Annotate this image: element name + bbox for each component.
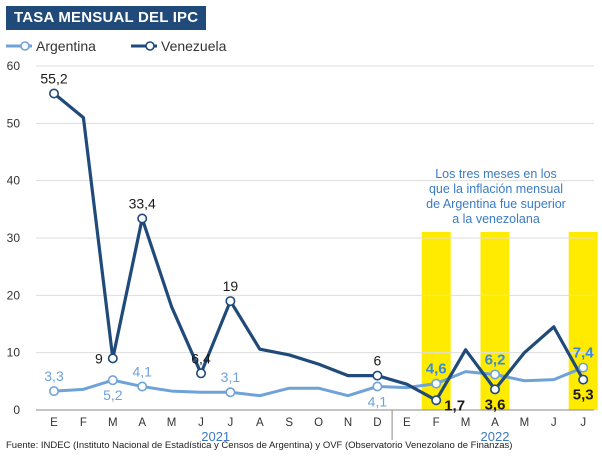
chart-title: TASA MENSUAL DEL IPC [6, 6, 207, 30]
data-point-argentina [137, 381, 148, 392]
x-tick-label: J [198, 417, 204, 429]
x-tick-label: D [373, 417, 381, 429]
data-label-venezuela: 6,4 [191, 350, 211, 366]
x-tick-label: S [285, 417, 293, 429]
data-label-argentina: 6,2 [485, 351, 506, 368]
annotation-line: de Argentina fue superior [426, 197, 566, 211]
x-tick-label: J [551, 417, 557, 429]
data-point-argentina [48, 386, 59, 397]
data-point-venezuela [372, 370, 383, 381]
data-label-venezuela: 3,6 [485, 396, 506, 413]
legend-label-argentina: Argentina [36, 38, 96, 54]
data-point-argentina [107, 375, 118, 386]
data-label-argentina: 7,4 [573, 345, 595, 362]
data-point-venezuela [107, 353, 118, 364]
y-tick-label: 40 [7, 174, 21, 188]
data-label-venezuela: 33,4 [129, 196, 156, 212]
x-tick-label: F [80, 417, 87, 429]
y-tick-label: 60 [7, 59, 21, 73]
x-tick-label: M [108, 417, 118, 429]
x-tick-label: J [228, 417, 234, 429]
y-tick-label: 30 [7, 231, 21, 245]
data-label-argentina: 3,1 [221, 369, 241, 385]
y-tick-label: 50 [7, 116, 21, 130]
data-point-venezuela [48, 88, 59, 99]
highlight-band [480, 232, 510, 410]
data-point-venezuela [225, 296, 236, 307]
data-label-venezuela: 6 [374, 353, 382, 369]
x-tick-label: M [520, 417, 530, 429]
data-label-argentina: 4,1 [132, 363, 152, 379]
annotation-line: que la inflación mensual [429, 182, 563, 196]
data-label-venezuela: 9 [95, 350, 103, 366]
data-point-venezuela [137, 213, 148, 224]
y-tick-label: 0 [13, 403, 20, 417]
data-point-venezuela [431, 395, 442, 406]
data-label-argentina: 5,2 [103, 387, 123, 403]
x-tick-label: M [167, 417, 177, 429]
data-label-argentina: 4,6 [426, 361, 447, 378]
annotation-line: Los tres meses en los [435, 167, 557, 181]
x-tick-label: A [138, 417, 146, 429]
argentina-line-marker-icon [6, 41, 32, 51]
legend-label-venezuela: Venezuela [161, 38, 227, 54]
x-tick-label: E [50, 417, 58, 429]
y-tick-label: 10 [7, 346, 21, 360]
data-point-argentina [372, 381, 383, 392]
year-label: 2021 [201, 429, 230, 444]
x-tick-label: N [344, 417, 352, 429]
data-label-venezuela: 19 [223, 278, 239, 294]
data-label-venezuela: 5,3 [573, 387, 594, 404]
x-tick-label: J [580, 417, 586, 429]
data-point-argentina [489, 369, 500, 380]
x-tick-label: M [461, 417, 471, 429]
x-tick-label: F [433, 417, 440, 429]
x-tick-label: A [491, 417, 499, 429]
data-point-venezuela [196, 368, 207, 379]
data-label-venezuela: 1,7 [444, 397, 465, 414]
source-note: Fuente: INDEC (Instituto Nacional de Est… [6, 440, 513, 451]
x-tick-label: O [314, 417, 323, 429]
annotation-line: a la venezolana [452, 212, 540, 226]
year-label: 2022 [481, 429, 510, 444]
data-label-argentina: 4,1 [368, 393, 388, 409]
data-label-venezuela: 55,2 [40, 71, 67, 87]
y-tick-label: 20 [7, 288, 21, 302]
data-point-argentina [578, 362, 589, 373]
data-point-argentina [225, 387, 236, 398]
venezuela-line-marker-icon [131, 41, 157, 51]
data-point-venezuela [489, 384, 500, 395]
x-tick-label: A [256, 417, 264, 429]
data-point-venezuela [578, 374, 589, 385]
x-tick-label: E [403, 417, 411, 429]
data-label-argentina: 3,3 [44, 368, 64, 384]
data-point-argentina [431, 378, 442, 389]
